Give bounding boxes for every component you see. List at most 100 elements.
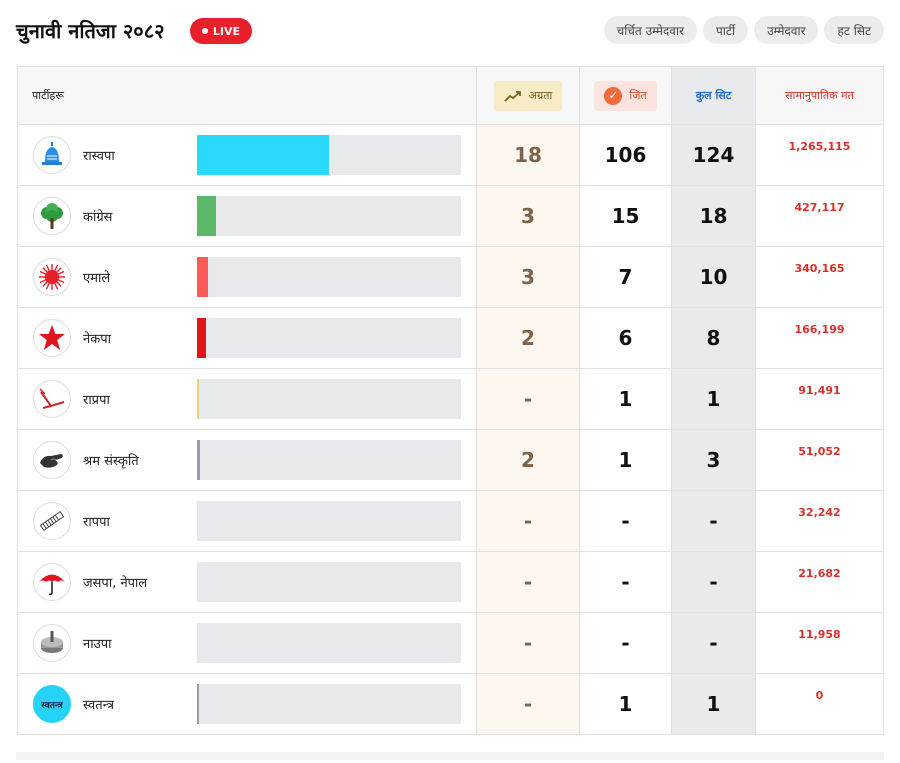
live-dot-icon	[201, 28, 208, 34]
total-column-header: कुल सिट	[671, 66, 756, 125]
votes-column-header: सामानुपातिक मत	[755, 66, 884, 125]
party-cell[interactable]: नेकपा	[17, 307, 477, 369]
seat-bar-fill	[197, 379, 199, 419]
leading-count: -	[476, 612, 580, 674]
party-cell[interactable]: स्वतन्त्र स्वतन्त्र	[17, 673, 477, 735]
table-row[interactable]: जसपा, नेपाल - - -21,682	[17, 551, 884, 613]
won-count: 15	[579, 185, 672, 247]
table-row[interactable]: स्वतन्त्र स्वतन्त्र -1 1 0	[17, 673, 884, 735]
proportional-votes: 0	[755, 673, 884, 735]
party-cell[interactable]: जसपा, नेपाल	[17, 551, 477, 613]
total-seats: 10	[671, 246, 756, 308]
leading-count: -	[476, 490, 580, 552]
won-label: जित	[629, 89, 647, 102]
party-name[interactable]: रापपा	[83, 515, 110, 530]
leading-count: 18	[476, 124, 580, 186]
won-count: 106	[579, 124, 672, 186]
seat-bar-track	[197, 318, 461, 358]
party-cell[interactable]: श्रम संस्कृति	[17, 429, 477, 491]
live-badge: LIVE	[190, 18, 252, 44]
leading-column-header: अग्रता	[476, 66, 580, 125]
total-seats: -	[671, 612, 756, 674]
trending-up-icon	[503, 87, 522, 105]
card-bottom-shadow	[16, 752, 884, 760]
proportional-votes: 51,052	[755, 429, 884, 491]
total-seats: 1	[671, 368, 756, 430]
party-column-header: पार्टीहरू	[17, 66, 477, 125]
table-row[interactable]: रापपा - - -32,242	[17, 490, 884, 552]
umbrella-icon	[33, 563, 71, 601]
tab-featured-candidates[interactable]: चर्चित उम्मेदवार	[603, 16, 697, 44]
party-name[interactable]: नेकपा	[83, 332, 111, 347]
total-seats: 3	[671, 429, 756, 491]
party-name[interactable]: श्रम संस्कृति	[83, 454, 139, 469]
table-row[interactable]: नाउपा - - -11,958	[17, 612, 884, 674]
party-name[interactable]: कांग्रेस	[83, 210, 113, 225]
party-name[interactable]: एमाले	[83, 271, 111, 286]
seat-bar-fill	[197, 196, 216, 236]
won-count: 1	[579, 673, 672, 735]
star-icon	[33, 319, 71, 357]
won-count: 7	[579, 246, 672, 308]
won-count: -	[579, 551, 672, 613]
proportional-votes: 427,117	[755, 185, 884, 247]
leading-badge: अग्रता	[493, 80, 563, 111]
party-cell[interactable]: नाउपा	[17, 612, 477, 674]
svatantra-icon: स्वतन्त्र	[33, 685, 71, 723]
leading-count: 3	[476, 185, 580, 247]
bell-icon	[33, 136, 71, 174]
seat-bar-fill	[197, 684, 199, 724]
party-cell[interactable]: कांग्रेस	[17, 185, 477, 247]
total-seats: 124	[671, 124, 756, 186]
total-seats: -	[671, 490, 756, 552]
party-name[interactable]: नाउपा	[83, 637, 112, 652]
party-cell[interactable]: रास्वपा	[17, 124, 477, 186]
sun-icon	[33, 258, 71, 296]
won-badge: ✓ जित	[594, 80, 657, 111]
table-row[interactable]: रास्वपा 18 106 124 1,265,115	[17, 124, 884, 186]
party-cell[interactable]: रापपा	[17, 490, 477, 552]
plough-icon	[33, 380, 71, 418]
millstone-icon	[33, 624, 71, 662]
leading-count: -	[476, 551, 580, 613]
table-row[interactable]: नेकपा 2 6 8 166,199	[17, 307, 884, 369]
tab-party[interactable]: पार्टी	[702, 16, 749, 44]
proportional-votes: 91,491	[755, 368, 884, 430]
seat-bar-track	[197, 501, 461, 541]
table-row[interactable]: राप्रपा -1 1 91,491	[17, 368, 884, 430]
seat-bar-track	[197, 684, 461, 724]
table-row[interactable]: एमाले 3 7 10 340,165	[17, 246, 884, 308]
tab-candidates[interactable]: उम्मेदवार	[754, 16, 819, 44]
party-name[interactable]: राप्रपा	[83, 393, 110, 408]
seat-bar-fill	[197, 257, 208, 297]
won-count: -	[579, 490, 672, 552]
leading-count: 2	[476, 307, 580, 369]
leading-count: 2	[476, 429, 580, 491]
tab-hot-seats[interactable]: हट सिट	[824, 16, 884, 44]
party-name[interactable]: रास्वपा	[83, 149, 115, 164]
won-count: 1	[579, 429, 672, 491]
seat-bar-track	[197, 440, 461, 480]
seat-bar-track	[197, 562, 461, 602]
hand-icon	[33, 441, 71, 479]
check-badge-icon: ✓	[604, 86, 623, 105]
total-seats: 18	[671, 185, 756, 247]
proportional-votes: 340,165	[755, 246, 884, 308]
proportional-votes: 21,682	[755, 551, 884, 613]
proportional-votes: 1,265,115	[755, 124, 884, 186]
table-row[interactable]: कांग्रेस 3 15 18 427,117	[17, 185, 884, 247]
table-row[interactable]: श्रम संस्कृति 2 1 3 51,052	[17, 429, 884, 491]
party-cell[interactable]: एमाले	[17, 246, 477, 308]
live-label: LIVE	[212, 24, 241, 38]
party-name[interactable]: स्वतन्त्र	[83, 698, 115, 713]
party-cell[interactable]: राप्रपा	[17, 368, 477, 430]
party-name[interactable]: जसपा, नेपाल	[83, 576, 148, 591]
seat-bar-track	[197, 379, 461, 419]
leading-count: 3	[476, 246, 580, 308]
leading-label: अग्रता	[528, 89, 553, 102]
svatantra-logo-text: स्वतन्त्र	[41, 700, 63, 711]
seat-bar-track	[197, 257, 461, 297]
seat-bar-track	[197, 135, 461, 175]
proportional-votes: 32,242	[755, 490, 884, 552]
seat-bar-fill	[197, 318, 206, 358]
